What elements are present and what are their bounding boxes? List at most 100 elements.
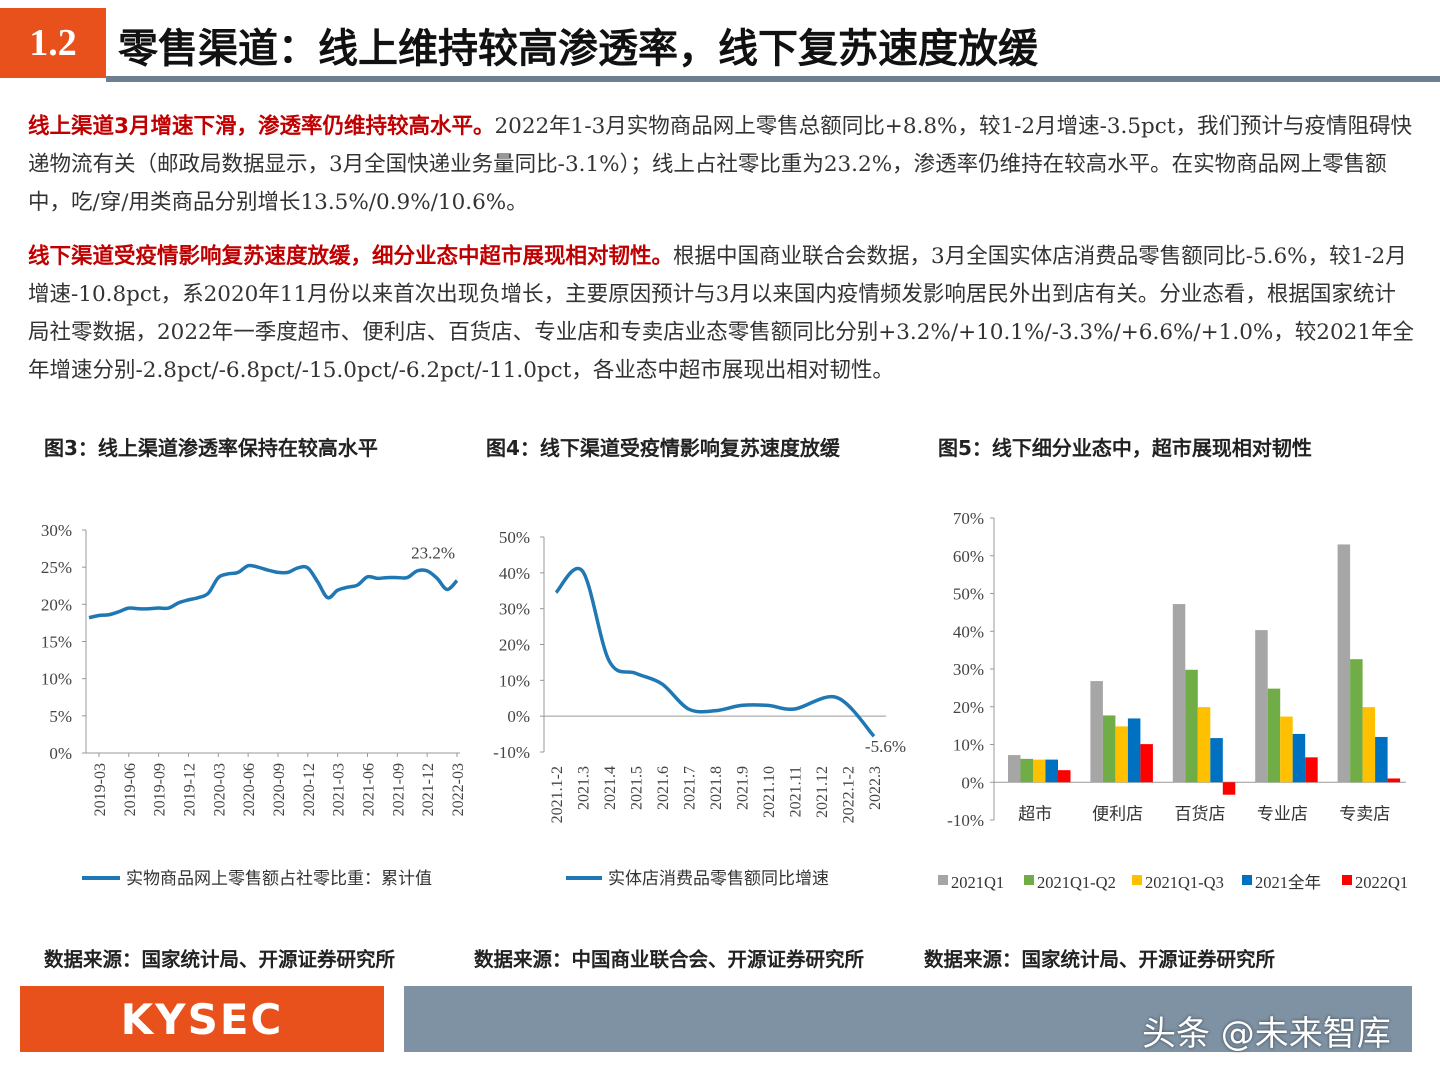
x-tick-label: 2020-12 (301, 763, 318, 816)
x-tick-label: 2021.4 (602, 766, 619, 810)
bar (1008, 755, 1021, 783)
figure-3-source: 数据来源：国家统计局、开源证券研究所 (44, 948, 396, 971)
x-tick-label: 2021.11 (788, 766, 805, 817)
y-tick-label: 30% (41, 521, 72, 540)
section-number: 1.2 (0, 8, 106, 78)
x-tick-label: 2021.1-2 (549, 766, 566, 823)
legend-label: 2021Q1-Q2 (1037, 873, 1116, 892)
x-tick-label: 2021.9 (735, 766, 752, 810)
x-tick-label: 2021.8 (708, 766, 725, 810)
x-tick-label: 2019-06 (122, 763, 139, 816)
x-tick-label: 2021.7 (682, 766, 699, 810)
bar (1140, 744, 1153, 783)
data-label: -5.6% (865, 737, 906, 756)
x-tick-label: 2020-09 (271, 763, 288, 816)
paragraph-online-text: 2022年1-3月实物商品网上零售总额同比+8.8%，较1-2月增速-3.5pc… (28, 114, 1412, 215)
y-tick-label: 10% (41, 670, 72, 689)
x-category-label: 百货店 (1175, 804, 1226, 824)
bar (1305, 757, 1318, 783)
bar (1292, 733, 1306, 783)
bar (1185, 669, 1198, 783)
legend-swatch (1132, 875, 1142, 885)
bar (1350, 659, 1363, 783)
x-category-label: 便利店 (1092, 804, 1143, 824)
y-tick-label: 0% (49, 744, 72, 763)
page-title: 零售渠道：线上维持较高渗透率，线下复苏速度放缓 (118, 26, 1038, 72)
y-tick-label: -10% (947, 811, 984, 830)
y-tick-label: 70% (953, 509, 984, 528)
bar (1127, 718, 1141, 783)
header-divider (106, 76, 1440, 82)
paragraph-online: 线上渠道3月增速下滑，渗透率仍维持较高水平。2022年1-3月实物商品网上零售总… (28, 108, 1416, 222)
bar (1033, 759, 1046, 783)
figure-3-title: 图3：线上渠道渗透率保持在较高水平 (44, 436, 378, 460)
paragraph-offline-text: 根据中国商业联合会数据，3月全国实体店消费品零售额同比-5.6%，较1-2月增速… (28, 244, 1415, 383)
y-tick-label: 30% (953, 660, 984, 679)
paragraph-offline-highlight: 线下渠道受疫情影响复苏速度放缓，细分业态中超市展现相对韧性。 (28, 244, 674, 269)
bar (1058, 770, 1071, 783)
x-tick-label: 2021-12 (420, 763, 437, 816)
legend-swatch (1242, 875, 1252, 885)
series-line-online-share (88, 563, 459, 620)
x-tick-label: 2022-03 (450, 763, 467, 816)
bar (1020, 758, 1033, 783)
footer-bar (404, 986, 1412, 1052)
legend-label: 2021全年 (1255, 873, 1321, 892)
y-tick-label: 40% (953, 622, 984, 641)
y-tick-label: 20% (499, 636, 530, 655)
series-line-offline-growth (554, 566, 876, 738)
y-tick-label: 10% (499, 671, 530, 690)
bar (1387, 778, 1401, 783)
y-tick-label: 10% (953, 736, 984, 755)
legend-swatch (1024, 875, 1034, 885)
legend-label: 实体店消费品零售额同比增速 (608, 869, 829, 889)
bar (1197, 707, 1211, 783)
bar (1255, 630, 1268, 783)
x-tick-label: 2021-06 (360, 763, 377, 816)
y-tick-label: 20% (953, 698, 984, 717)
x-tick-label: 2022.3 (867, 766, 884, 810)
paragraph-online-highlight: 线上渠道3月增速下滑，渗透率仍维持较高水平。 (28, 114, 495, 139)
x-tick-label: 2019-12 (181, 763, 198, 816)
y-tick-label: 50% (953, 585, 984, 604)
legend-swatch (1342, 875, 1352, 885)
x-tick-label: 2020-03 (211, 763, 228, 816)
bar (1102, 715, 1116, 783)
y-tick-label: 25% (41, 558, 72, 577)
paragraph-offline: 线下渠道受疫情影响复苏速度放缓，细分业态中超市展现相对韧性。根据中国商业联合会数… (28, 238, 1416, 390)
bar (1210, 738, 1223, 783)
figure-4-title: 图4：线下渠道受疫情影响复苏速度放缓 (486, 436, 840, 460)
y-tick-label: 20% (41, 595, 72, 614)
legend-swatch (938, 875, 948, 885)
x-tick-label: 2021.12 (814, 766, 831, 818)
y-tick-label: 50% (499, 528, 530, 547)
y-tick-label: 30% (499, 600, 530, 619)
y-tick-label: 60% (953, 547, 984, 566)
x-category-label: 专业店 (1257, 804, 1308, 824)
legend-label: 2022Q1 (1355, 873, 1408, 892)
bar (1045, 759, 1058, 783)
bar (1115, 726, 1128, 783)
y-tick-label: 0% (961, 773, 984, 792)
x-tick-label: 2021.6 (655, 766, 672, 810)
bar (1362, 707, 1376, 783)
x-tick-label: 2021.3 (576, 766, 593, 810)
y-tick-label: 40% (499, 564, 530, 583)
kysec-logo: KYSEC (20, 986, 384, 1052)
x-tick-label: 2019-03 (92, 763, 109, 816)
figure-5-source: 数据来源：国家统计局、开源证券研究所 (924, 948, 1276, 971)
data-label: 23.2% (411, 544, 455, 563)
bar (1280, 716, 1293, 783)
chart-online-penetration: 0% 5% 10% 15% 20% 25% 30% 2019-03 2019-06 2019-09… (41, 521, 467, 889)
y-tick-label: 5% (49, 707, 72, 726)
bar (1172, 604, 1186, 783)
legend-label: 2021Q1 (951, 873, 1004, 892)
watermark: 头条 @未来智库 (1142, 1014, 1391, 1054)
x-tick-label: 2021-03 (331, 763, 348, 816)
x-tick-label: 2019-09 (152, 763, 169, 816)
x-tick-label: 2021.5 (629, 766, 646, 810)
x-tick-label: 2021-09 (390, 763, 407, 816)
bar (1337, 544, 1351, 783)
y-tick-label: 0% (507, 707, 530, 726)
x-tick-label: 2022.1-2 (841, 766, 858, 823)
